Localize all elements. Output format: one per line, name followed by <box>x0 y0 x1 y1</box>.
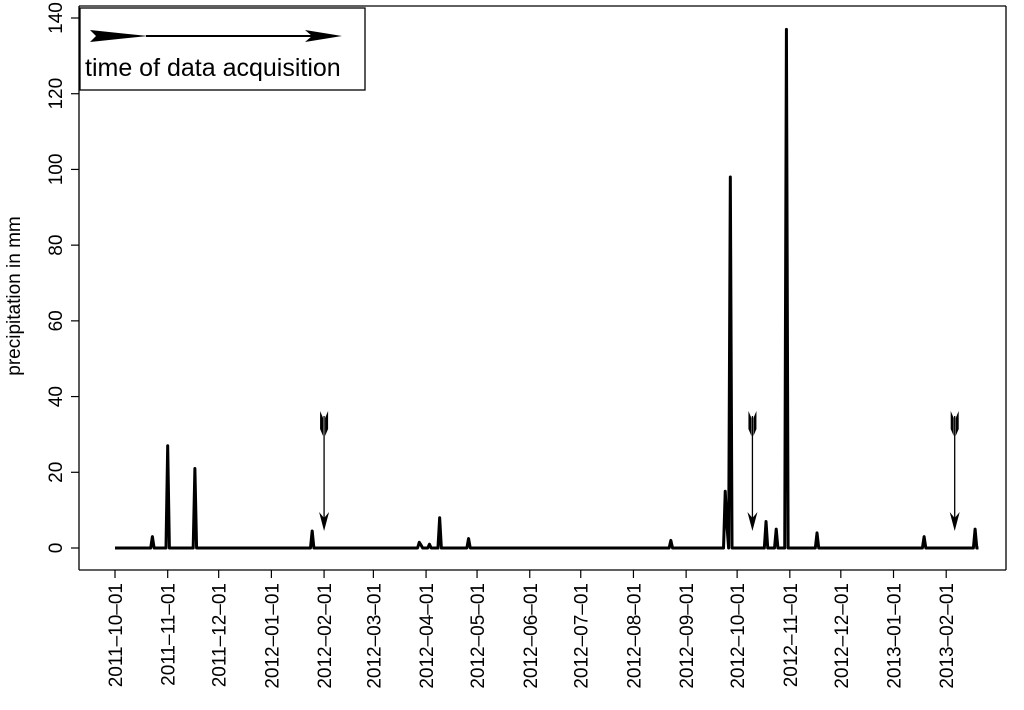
legend-arrow-icon <box>90 30 342 42</box>
arrow-fletch-right <box>955 411 959 436</box>
x-tick-label-2012-03-01: 2012–03–01 <box>364 583 385 689</box>
acquisition-arrow-icon <box>319 411 330 531</box>
y-axis-title: precipitation in mm <box>4 216 25 375</box>
x-tick-label-2012-05-01: 2012–05–01 <box>468 583 489 689</box>
x-tick-label-2012-10-01: 2012–10–01 <box>728 583 749 689</box>
x-tick-label-2011-12-01: 2011–12–01 <box>210 583 231 687</box>
arrow-fletch-right <box>325 411 329 436</box>
y-tick-label-0: 0 <box>46 543 67 554</box>
acquisition-markers <box>319 411 960 531</box>
arrow-head <box>949 512 960 531</box>
y-tick-label-80: 80 <box>46 235 67 256</box>
precipitation-series-line <box>115 27 979 550</box>
x-tick-label-2013-02-01: 2013–02–01 <box>937 583 958 689</box>
y-tick-label-20: 20 <box>46 462 67 483</box>
arrow-fletch-left <box>320 411 324 436</box>
x-tick-label-2012-06-01: 2012–06–01 <box>521 583 542 689</box>
x-tick-label-2011-11-01: 2011–11–01 <box>159 583 180 686</box>
y-tick-label-120: 120 <box>46 78 67 110</box>
legend: time of data acquisition <box>79 7 366 91</box>
x-tick-label-2012-08-01: 2012–08–01 <box>624 583 645 689</box>
acquisition-arrow-icon <box>747 411 758 531</box>
x-tick-label-2012-11-01: 2012–11–01 <box>781 583 802 687</box>
x-tick-label-2011-10-01: 2011–10–01 <box>106 583 127 687</box>
x-tick-label-2013-01-01: 2013–01–01 <box>885 583 906 689</box>
y-tick-label-140: 140 <box>46 2 67 34</box>
x-tick-label-2012-09-01: 2012–09–01 <box>677 583 698 689</box>
acquisition-arrow-icon <box>949 411 960 531</box>
arrow-fletch-right <box>753 411 757 436</box>
arrow-fletch-left <box>748 411 752 436</box>
plot-frame <box>78 5 1007 571</box>
x-tick-label-2012-07-01: 2012–07–01 <box>572 583 593 689</box>
x-tick-label-2012-12-01: 2012–12–01 <box>832 583 853 689</box>
arrow-head <box>319 512 330 531</box>
x-tick-label-2012-04-01: 2012–04–01 <box>417 583 438 689</box>
y-tick-label-40: 40 <box>46 386 67 407</box>
legend-label: time of data acquisition <box>85 54 341 82</box>
x-tick-label-2012-01-01: 2012–01–01 <box>262 583 283 689</box>
y-tick-label-100: 100 <box>46 154 67 186</box>
y-axis: 0 20 40 60 80 100 120 140 <box>46 2 79 553</box>
arrow-fletch-left <box>950 411 954 436</box>
legend-box <box>79 7 366 91</box>
arrow-head <box>747 512 758 531</box>
x-tick-label-2012-02-01: 2012–02–01 <box>315 583 336 689</box>
y-tick-label-60: 60 <box>46 310 67 331</box>
series-layer <box>115 27 979 550</box>
x-axis: 2011–10–01 2011–11–01 2011–12–01 2012–01–01… <box>106 570 958 689</box>
